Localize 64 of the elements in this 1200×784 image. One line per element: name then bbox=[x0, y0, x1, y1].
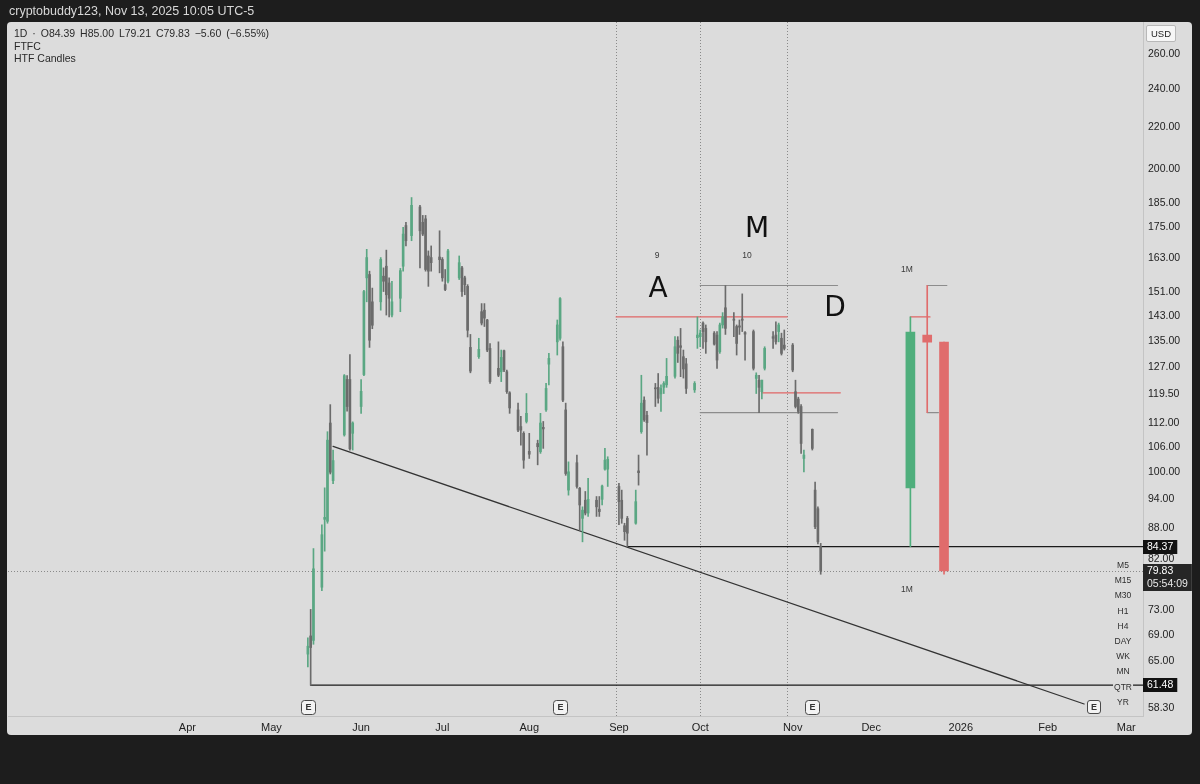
annotation: E bbox=[305, 702, 312, 713]
annotation: M30 bbox=[1113, 590, 1133, 601]
x-tick-label: May bbox=[261, 720, 283, 733]
annotation: QTR bbox=[1113, 681, 1133, 692]
y-tick-label: 106.00 bbox=[1148, 439, 1181, 452]
y-tick-label: 127.00 bbox=[1148, 360, 1181, 373]
x-tick-label: Feb bbox=[1038, 720, 1058, 733]
annotation: M15 bbox=[1113, 575, 1133, 586]
text: USD bbox=[1146, 25, 1177, 42]
y-tick-label: 73.00 bbox=[1148, 602, 1175, 615]
annotation: YR bbox=[1116, 696, 1130, 707]
y-tick-label: 94.00 bbox=[1148, 492, 1175, 505]
data-label: 84.37 bbox=[1147, 539, 1174, 552]
ref-line-label: 79.83 bbox=[1147, 563, 1174, 576]
x-tick-label: Jun bbox=[352, 720, 370, 733]
annotation: E bbox=[809, 702, 816, 713]
y-tick-label: 69.00 bbox=[1148, 627, 1175, 640]
y-tick-label: 112.00 bbox=[1148, 415, 1180, 428]
y-tick-label: 100.00 bbox=[1148, 465, 1181, 478]
y-tick-label: 119.50 bbox=[1148, 387, 1180, 400]
annotation: H1 bbox=[1116, 605, 1130, 616]
y-tick-label: 260.00 bbox=[1148, 46, 1181, 59]
y-tick-label: 151.00 bbox=[1148, 284, 1181, 297]
annotation: 9 bbox=[654, 250, 660, 260]
annotation: M bbox=[744, 211, 770, 244]
y-tick-label: 82.00 bbox=[1148, 552, 1175, 564]
x-tick-label: Oct bbox=[691, 720, 709, 733]
y-tick-label: 135.00 bbox=[1148, 333, 1181, 346]
annotation: E bbox=[1087, 700, 1101, 714]
x-tick-label: Dec bbox=[861, 720, 882, 733]
annotation: M5 bbox=[1116, 560, 1130, 570]
y-tick-label: 220.00 bbox=[1148, 119, 1181, 132]
annotation: 1M bbox=[901, 584, 913, 594]
y-tick-label: 240.00 bbox=[1148, 81, 1181, 94]
annotation: FTFC bbox=[14, 39, 41, 52]
y-tick-label: 185.00 bbox=[1148, 195, 1181, 208]
y-tick-label: 200.00 bbox=[1148, 161, 1181, 174]
x-tick-label: Jul bbox=[435, 720, 450, 733]
x-tick-label: Mar bbox=[1116, 720, 1136, 733]
annotation: MN bbox=[1115, 666, 1131, 677]
x-tick-label: Nov bbox=[782, 720, 803, 733]
y-tick-label: 58.30 bbox=[1148, 701, 1175, 714]
y-tick-label: 143.00 bbox=[1148, 308, 1181, 321]
x-tick-label: Sep bbox=[609, 720, 629, 733]
annotation: D bbox=[824, 290, 846, 323]
text: 05:54:09 bbox=[1147, 577, 1189, 590]
annotation: HTF Candles bbox=[14, 51, 76, 64]
y-tick-label: 65.00 bbox=[1148, 653, 1175, 666]
data-label: 61.48 bbox=[1147, 677, 1174, 690]
annotation: 1M bbox=[901, 264, 913, 274]
annotation: 10 bbox=[742, 250, 752, 260]
y-tick-label: 163.00 bbox=[1148, 251, 1181, 264]
annotation: A bbox=[648, 271, 668, 304]
y-tick-label: 88.00 bbox=[1148, 521, 1175, 534]
annotation: WK bbox=[1115, 651, 1131, 662]
y-tick-label: 175.00 bbox=[1148, 220, 1181, 233]
annotation: E bbox=[557, 702, 564, 713]
text: 1D · O84.39 H85.00 L79.21 C79.83 −5.60 (−6.55%) bbox=[14, 27, 270, 39]
annotation: H4 bbox=[1116, 620, 1130, 631]
text: cryptobuddy123, Nov 13, 2025 10:05 UTC-5 bbox=[9, 3, 255, 19]
annotation: DAY bbox=[1113, 636, 1133, 646]
x-tick-label: 2026 bbox=[948, 720, 974, 733]
x-tick-label: Apr bbox=[178, 720, 197, 733]
x-tick-label: Aug bbox=[519, 720, 540, 733]
